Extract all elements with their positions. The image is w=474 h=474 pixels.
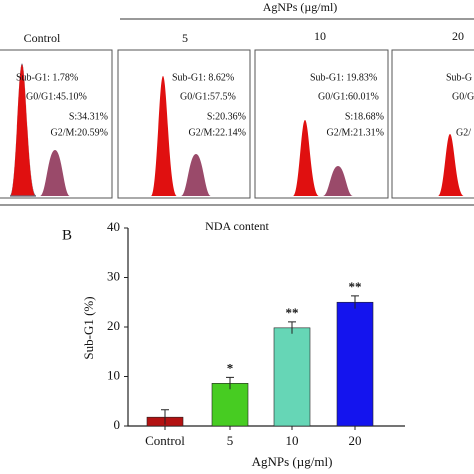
error-bar [288,321,296,334]
stat: Sub-G1: 19.83% [310,72,377,83]
stat: S:18.68% [345,111,384,122]
stat: G2/M:22.14% [189,127,247,138]
y-axis-label: Sub-G1 (%) [81,296,96,359]
y-tick-label: 10 [107,367,120,382]
error-bar [161,409,169,425]
stat: G0/G1:60.01% [318,91,379,102]
panel-title: 20 [452,29,464,43]
error-bar [226,376,234,390]
stat: G2/ [456,127,471,138]
histogram-panel [254,49,389,199]
x-axis-label: AgNPs (µg/ml) [252,454,333,469]
x-tick-label: 5 [227,433,234,448]
significance: * [227,360,234,375]
x-tick-label: Control [145,433,185,448]
bar [211,383,249,427]
stat: G0/G1:45.10% [26,91,87,102]
stat: Sub-G1: 8.62% [172,72,234,83]
histogram-panel [117,49,251,199]
stat: S:34.31% [69,111,108,122]
histogram [9,63,464,197]
panel-title: Control [24,31,61,45]
stat: G0/G1:57.5% [180,91,236,102]
stat: G2/M:20.59% [51,127,109,138]
significance: ** [286,305,299,320]
x-tick-label: 20 [349,433,362,448]
stat: G0/G [452,91,474,102]
stat: Sub-G1: 1.78% [16,72,78,83]
stat: Sub-G [446,72,472,83]
panel-title: 5 [182,31,188,45]
y-tick-label: 30 [107,268,120,283]
y-tick-label: 20 [107,318,120,333]
y-tick-label: 0 [114,417,121,432]
panel-title: 10 [314,29,326,43]
x-axis-label: NDA content [205,219,269,233]
panel-label: B [62,227,72,243]
header: AgNPs (µg/ml) [263,0,338,14]
bar [273,327,311,427]
significance: ** [349,279,362,294]
stat: G2/M:21.31% [327,127,385,138]
x-tick-label: 10 [286,433,299,448]
histogram-panel [391,49,474,199]
bar [336,301,374,427]
error-bar [351,295,359,309]
y-tick-label: 40 [107,219,120,234]
stat: S:20.36% [207,111,246,122]
